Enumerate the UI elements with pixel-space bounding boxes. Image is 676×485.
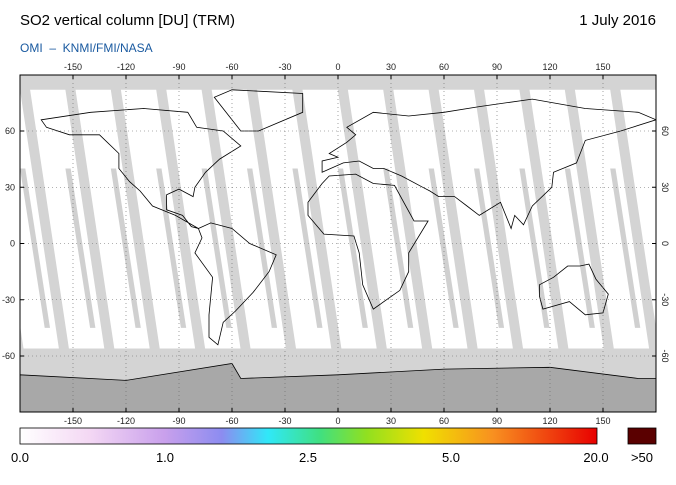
orbit-gap [610, 168, 641, 328]
colorbar-label: 5.0 [442, 450, 460, 465]
orbit-gap [564, 168, 595, 328]
orbit-swath [620, 89, 656, 328]
lon-label-top: 60 [439, 62, 449, 72]
lat-label-left: 0 [10, 239, 15, 249]
land [40, 108, 242, 229]
colorbar-label: 2.5 [299, 450, 317, 465]
lat-label-left: 30 [5, 182, 15, 192]
land [321, 98, 656, 230]
lon-label-bottom: 0 [335, 416, 340, 426]
lat-label-right: 30 [660, 182, 670, 192]
lon-label-bottom: 60 [439, 416, 449, 426]
lon-label-top: 90 [492, 62, 502, 72]
orbit-gap [337, 168, 368, 328]
lat-label-right: -60 [660, 349, 670, 362]
lat-label-left: 60 [5, 126, 15, 136]
land [213, 89, 304, 132]
colorbar-label: 1.0 [156, 450, 174, 465]
orbit-gap [519, 168, 550, 328]
orbit-swath [20, 89, 59, 349]
orbit-gap [20, 168, 50, 328]
lon-label-bottom: 120 [542, 416, 557, 426]
lon-label-top: 0 [335, 62, 340, 72]
lon-label-top: 120 [542, 62, 557, 72]
source: OMI – KNMI/FMI/NASA [20, 41, 153, 55]
orbit-gap [156, 168, 187, 328]
land [307, 173, 429, 310]
lat-label-left: -60 [2, 351, 15, 361]
lon-label-top: -120 [117, 62, 135, 72]
colorbar-label: 20.0 [583, 450, 608, 465]
lon-label-bottom: 30 [386, 416, 396, 426]
orbit-gap [201, 168, 232, 328]
lon-label-top: -60 [225, 62, 238, 72]
lon-label-bottom: 90 [492, 416, 502, 426]
orbit-gap [247, 168, 278, 328]
lon-label-top: -30 [278, 62, 291, 72]
lon-label-bottom: -120 [117, 416, 135, 426]
orbit-gap [110, 168, 141, 328]
lon-label-bottom: -150 [64, 416, 82, 426]
orbit-gap [383, 168, 414, 328]
colorbar-over [627, 427, 657, 445]
lon-label-bottom: -30 [278, 416, 291, 426]
lat-label-right: 60 [660, 126, 670, 136]
lon-label-top: 150 [595, 62, 610, 72]
lon-label-top: -90 [172, 62, 185, 72]
colorbar [19, 427, 598, 445]
lat-label-right: 0 [660, 241, 670, 246]
orbit-gap [428, 168, 459, 328]
land [194, 222, 277, 346]
lon-label-bottom: -60 [225, 416, 238, 426]
colorbar-over-label: >50 [631, 450, 653, 465]
orbit-gap [474, 168, 505, 328]
title: SO2 vertical column [DU] (TRM) [20, 12, 235, 29]
land [539, 263, 609, 316]
lat-label-right: -30 [660, 293, 670, 306]
colorbar-label: 0.0 [11, 450, 29, 465]
lon-label-bottom: 150 [595, 416, 610, 426]
lon-label-top: 30 [386, 62, 396, 72]
lon-label-bottom: -90 [172, 416, 185, 426]
date: 1 July 2016 [579, 12, 656, 29]
orbit-gap [292, 168, 323, 328]
orbit-gap [65, 168, 96, 328]
lon-label-top: -150 [64, 62, 82, 72]
lat-label-left: -30 [2, 295, 15, 305]
